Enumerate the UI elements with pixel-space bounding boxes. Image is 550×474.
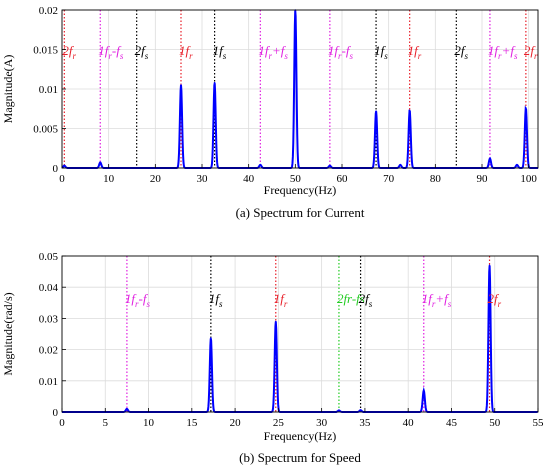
spectrum-peak-point [213, 81, 216, 84]
harmonic-annotation: 2fs [135, 43, 149, 61]
spectrum-peak-point [99, 161, 102, 164]
harmonic-annotation: 2fr [524, 43, 538, 61]
harmonic-annotation: 1fr+fs [488, 43, 518, 61]
harmonic-annotation: 2fs [359, 291, 373, 309]
harmonic-annotation: 2fr-fs [337, 291, 365, 306]
harmonic-annotation: 1fr-fs [125, 291, 151, 309]
x-tick-label: 35 [359, 417, 371, 429]
spectrum-peak-point [525, 107, 527, 109]
y-tick-label: 0 [53, 163, 59, 175]
y-tick-label: 0.03 [39, 313, 59, 325]
x-tick-label: 45 [446, 417, 458, 429]
spectrum-peak-point [329, 164, 331, 167]
harmonic-annotation: 1fr+fs [258, 43, 288, 61]
y-tick-label: 0.05 [39, 251, 59, 263]
x-tick-label: 50 [290, 173, 302, 185]
x-axis-label: Frequency(Hz) [264, 429, 337, 443]
spectrum-peak-point [210, 337, 212, 339]
spectrum-peak-point [422, 389, 425, 392]
spectrum-peak-point [180, 84, 182, 86]
spectrum-peak-point [488, 264, 491, 267]
spectrum-peak-point [126, 408, 128, 410]
y-tick-label: 0.015 [33, 45, 58, 57]
x-tick-label: 40 [403, 417, 415, 429]
spectrum-peak-point [375, 110, 377, 112]
x-tick-label: 20 [150, 173, 162, 185]
spectrum-peak-point [516, 164, 518, 166]
spectrum-series-line [62, 265, 538, 413]
harmonic-annotation: 2fs [454, 43, 468, 61]
x-tick-label: 30 [197, 173, 209, 185]
x-axis-label: Frequency(Hz) [264, 183, 337, 197]
harmonic-annotation: 1fr+fs [422, 291, 452, 309]
y-tick-label: 0 [53, 407, 59, 419]
x-tick-label: 100 [520, 173, 537, 185]
current-spectrum-chart: 0 10 20 30 40 50 60 70 80 90 100 0 0.005 0.01 0.015 0.0… [1, 5, 539, 220]
x-tick-label: 0 [59, 417, 65, 429]
y-tick-label: 0.01 [39, 376, 58, 388]
spectrum-peak-point [489, 157, 491, 160]
y-axis-label: Magnitude(A) [1, 55, 15, 124]
harmonic-annotation: 1fr [274, 291, 288, 309]
y-tick-label: 0.01 [39, 84, 58, 96]
harmonic-annotation: 1fs [209, 291, 223, 309]
y-tick-label: 0.02 [39, 5, 58, 17]
plot-frame [61, 255, 539, 413]
spectrum-peak-point [338, 409, 340, 412]
spectrum-peak-point [259, 164, 262, 166]
x-tick-label: 0 [59, 173, 65, 185]
x-tick-label: 80 [430, 173, 442, 185]
chart-caption: (a) Spectrum for Current [236, 205, 365, 220]
spectrum-peak-point [274, 320, 277, 323]
x-tick-label: 55 [533, 417, 545, 429]
x-tick-label: 10 [143, 417, 155, 429]
x-tick-label: 60 [337, 173, 349, 185]
x-tick-label: 10 [103, 173, 115, 185]
harmonic-annotation: 1fs [213, 43, 227, 61]
spectrum-peak-point [63, 164, 66, 167]
x-tick-label: 5 [103, 417, 109, 429]
spectrum-peak-point [408, 109, 411, 112]
x-tick-label: 30 [316, 417, 328, 429]
spectrum-peak-point [399, 164, 402, 166]
harmonic-annotation: 1fr-fs [98, 43, 124, 61]
harmonic-annotation: 1fs [374, 43, 388, 61]
x-tick-label: 20 [230, 417, 242, 429]
x-tick-label: 70 [383, 173, 395, 185]
spectrum-peak-point [359, 409, 362, 411]
harmonic-annotation: 2fr [62, 43, 76, 61]
x-tick-label: 25 [273, 417, 285, 429]
y-tick-label: 0.02 [39, 345, 58, 357]
harmonic-annotation: 1fr-fs [328, 43, 354, 61]
y-tick-label: 0.005 [33, 124, 58, 136]
harmonic-annotation: 1fr [408, 43, 422, 61]
y-axis-label: Magnitude(rad/s) [1, 292, 15, 375]
speed-spectrum-chart: 0 5 10 15 20 25 30 35 40 45 50 55 0 0.01 0.02 0.03 0.04 0… [1, 251, 544, 465]
chart-caption: (b) Spectrum for Speed [239, 450, 361, 465]
x-tick-label: 15 [186, 417, 198, 429]
x-tick-label: 40 [243, 173, 255, 185]
y-tick-label: 0.04 [39, 282, 59, 294]
harmonic-annotation: 1fr [179, 43, 193, 61]
x-tick-label: 50 [489, 417, 501, 429]
harmonic-annotation: 2fr [488, 291, 502, 309]
x-tick-label: 90 [477, 173, 489, 185]
